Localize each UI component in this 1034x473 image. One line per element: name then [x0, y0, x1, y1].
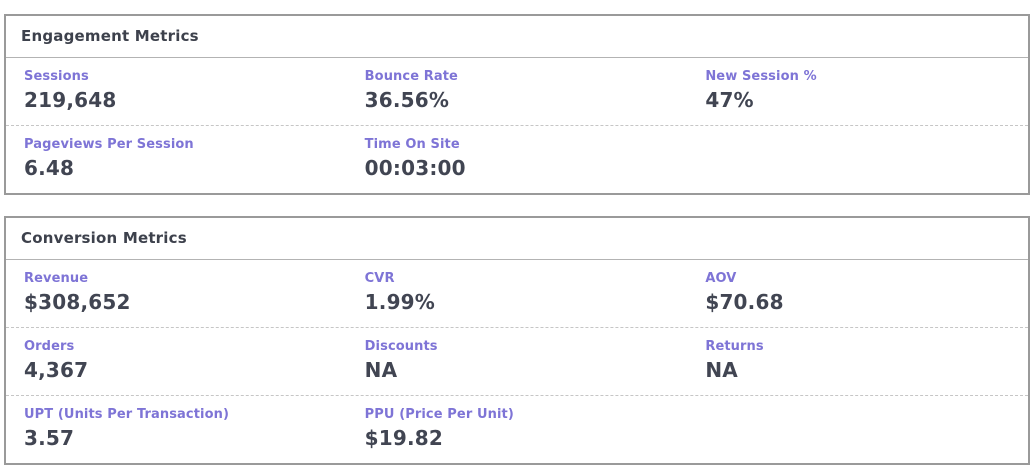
metric-value: $308,652: [24, 290, 131, 314]
metric-label: CVR: [364, 271, 395, 286]
metric-value: 47%: [705, 88, 754, 112]
metric-label: Orders: [24, 339, 75, 354]
metric-label: Bounce Rate: [364, 69, 458, 84]
metric-label: Time On Site: [364, 137, 460, 152]
metric-row: Sessions 219,648 Bounce Rate 36.56% New …: [6, 58, 1028, 125]
metric-value: 6.48: [24, 156, 75, 180]
metric-label: PPU (Price Per Unit): [364, 407, 514, 422]
metric-cell: CVR 1.99%: [347, 260, 688, 327]
metric-cell: Revenue $308,652: [6, 260, 347, 327]
metric-cell: Returns NA: [687, 328, 1028, 395]
metric-label: UPT (Units Per Transaction): [24, 407, 230, 422]
metrics-panel: Engagement Metrics Sessions 219,648 Boun…: [4, 14, 1030, 195]
metric-value: 3.57: [24, 426, 75, 450]
metric-label: Returns: [705, 339, 764, 354]
metric-value: 219,648: [24, 88, 117, 112]
metric-cell: PPU (Price Per Unit) $19.82: [347, 396, 688, 463]
metric-row: Orders 4,367 Discounts NA Returns NA: [6, 327, 1028, 395]
metric-value: $70.68: [705, 290, 784, 314]
metric-cell: AOV $70.68: [687, 260, 1028, 327]
metric-label: New Session %: [705, 69, 817, 84]
metric-row: Pageviews Per Session 6.48 Time On Site …: [6, 125, 1028, 193]
metric-label: Discounts: [364, 339, 438, 354]
metric-value: NA: [705, 358, 738, 382]
panel-body: Revenue $308,652 CVR 1.99% AOV $70.68 Or…: [6, 260, 1028, 463]
panel-body: Sessions 219,648 Bounce Rate 36.56% New …: [6, 58, 1028, 193]
metric-cell: Sessions 219,648: [6, 58, 347, 125]
panel-title: Engagement Metrics: [21, 27, 199, 45]
metric-cell: UPT (Units Per Transaction) 3.57: [6, 396, 347, 463]
metric-value: NA: [364, 358, 398, 382]
metrics-panel: Conversion Metrics Revenue $308,652 CVR …: [4, 216, 1030, 465]
metric-cell: Bounce Rate 36.56%: [347, 58, 688, 125]
metric-cell: Time On Site 00:03:00: [347, 126, 688, 193]
metric-cell: Pageviews Per Session 6.48: [6, 126, 347, 193]
metric-cell: New Session % 47%: [687, 58, 1028, 125]
metric-label: Sessions: [24, 69, 89, 84]
metric-value: 4,367: [24, 358, 89, 382]
metric-value: 00:03:00: [364, 156, 466, 180]
metric-label: Pageviews Per Session: [24, 137, 194, 152]
panel-header: Conversion Metrics: [6, 218, 1028, 260]
metric-label: AOV: [705, 271, 737, 286]
panel-title: Conversion Metrics: [21, 229, 187, 247]
metric-label: Revenue: [24, 271, 89, 286]
metric-value: 36.56%: [364, 88, 450, 112]
metric-cell: Orders 4,367: [6, 328, 347, 395]
panel-header: Engagement Metrics: [6, 16, 1028, 58]
metrics-dashboard: Engagement Metrics Sessions 219,648 Boun…: [4, 14, 1030, 465]
metric-value: 1.99%: [364, 290, 436, 314]
metric-cell: Discounts NA: [347, 328, 688, 395]
metric-row: UPT (Units Per Transaction) 3.57 PPU (Pr…: [6, 395, 1028, 463]
metric-value: $19.82: [364, 426, 444, 450]
metric-row: Revenue $308,652 CVR 1.99% AOV $70.68: [6, 260, 1028, 327]
